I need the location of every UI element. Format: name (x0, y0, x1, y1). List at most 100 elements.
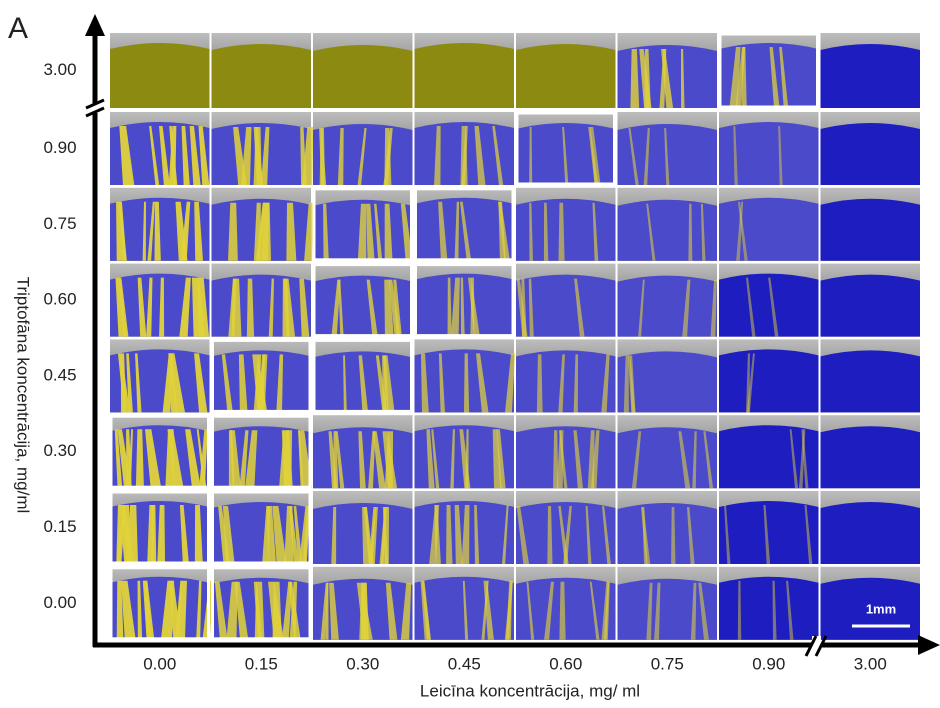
figure: A Triptofāna koncentrācija, mg/ml Leicīn… (0, 0, 940, 708)
tile (212, 415, 313, 488)
tile-body (618, 503, 718, 564)
tile (719, 415, 819, 488)
tile-body (516, 350, 616, 412)
tile (313, 188, 413, 261)
tile (110, 567, 214, 640)
tile-body (821, 44, 921, 108)
tile (516, 339, 616, 412)
x-label: 3.00 (854, 654, 887, 673)
tile (719, 112, 819, 185)
tile (516, 33, 616, 108)
x-label: 0.00 (143, 654, 176, 673)
tile (516, 491, 616, 564)
tile-body (821, 123, 921, 185)
tile (821, 415, 921, 488)
tile-grid (110, 33, 920, 640)
tile (719, 264, 819, 337)
x-label: 0.45 (448, 654, 481, 673)
tile (516, 567, 616, 640)
tile (516, 264, 616, 337)
tile (618, 112, 718, 185)
tile-body (212, 426, 312, 488)
y-label: 0.00 (43, 593, 76, 612)
tile (313, 112, 413, 185)
tile (618, 33, 718, 108)
tile (313, 491, 413, 564)
tile (618, 415, 718, 488)
tile (821, 339, 921, 412)
tile (415, 339, 516, 412)
tile (821, 188, 921, 261)
tile (618, 339, 718, 412)
y-label: 0.60 (43, 290, 76, 309)
tile (212, 33, 312, 108)
tile (821, 112, 921, 185)
tile (212, 567, 312, 640)
tile (212, 264, 312, 337)
tile (415, 415, 515, 488)
y-label: 0.75 (43, 214, 76, 233)
tile-body (618, 427, 718, 488)
tile (313, 415, 413, 488)
tile (618, 567, 718, 640)
tile (821, 264, 921, 337)
tile (618, 188, 718, 261)
panel-label: A (8, 12, 28, 45)
tile (110, 415, 210, 488)
tile (719, 33, 819, 108)
tile (110, 112, 210, 185)
tile (313, 33, 413, 108)
tile (415, 491, 515, 564)
tile-body (212, 44, 312, 108)
tile (415, 112, 515, 185)
tile (516, 112, 616, 185)
tile-body (719, 274, 819, 337)
tile-body (821, 350, 921, 412)
tile-body (212, 275, 312, 337)
tile-body (719, 198, 819, 261)
tile-body (821, 426, 921, 488)
x-axis-title: Leicīna koncentrācija, mg/ ml (420, 681, 640, 700)
x-label: 0.60 (549, 654, 582, 673)
tile (313, 339, 413, 412)
tile-body (719, 577, 819, 640)
y-label: 0.90 (43, 138, 76, 157)
tile (110, 339, 210, 412)
tile (516, 188, 616, 261)
tile (212, 491, 312, 564)
tile (415, 33, 515, 108)
tile-body (821, 275, 921, 337)
y-label: 3.00 (43, 60, 76, 79)
tile-body (719, 349, 819, 412)
x-label: 0.75 (651, 654, 684, 673)
tile (212, 339, 312, 412)
tile (313, 567, 413, 640)
tile (415, 188, 515, 261)
x-arrow (918, 635, 940, 655)
tile (313, 264, 413, 337)
page: A Triptofāna koncentrācija, mg/ml Leicīn… (0, 0, 940, 708)
tile (618, 491, 718, 564)
y-label: 0.45 (43, 365, 76, 384)
tile (415, 567, 515, 640)
y-label: 0.15 (43, 517, 76, 536)
tile (719, 567, 819, 640)
tile (110, 491, 210, 564)
tile (719, 339, 819, 412)
x-label: 0.30 (346, 654, 379, 673)
tile-body (618, 276, 718, 337)
tile (719, 491, 819, 564)
tile (415, 264, 515, 337)
tile (212, 188, 314, 261)
tile-body (821, 502, 921, 564)
y-label: 0.30 (43, 441, 76, 460)
tile (821, 33, 921, 108)
tile (516, 415, 616, 488)
tile (212, 112, 314, 185)
tile-body (415, 43, 515, 108)
tile-body (313, 45, 413, 108)
tile (618, 264, 718, 337)
tile-body (516, 44, 616, 108)
tile (719, 188, 819, 261)
tile (821, 491, 921, 564)
